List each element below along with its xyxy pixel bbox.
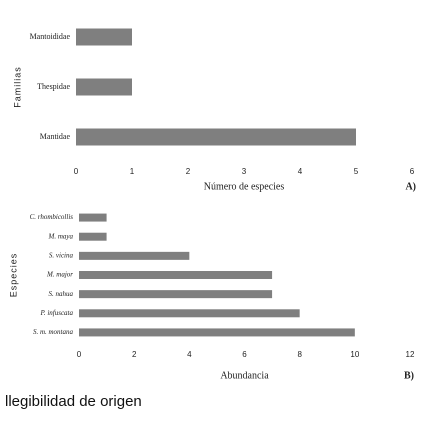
x-tick-label: 0: [74, 167, 79, 176]
category-label: C. rhombicollis: [30, 213, 74, 221]
category-label: M. major: [46, 271, 73, 279]
x-tick-label: 0: [77, 350, 82, 359]
x-tick-label: 2: [186, 167, 191, 176]
bar: [76, 128, 356, 146]
category-label: S. vicina: [49, 251, 74, 259]
x-axis-label: Número de especies: [204, 181, 285, 192]
category-label: S. nahua: [49, 290, 74, 298]
x-tick-label: 3: [242, 167, 247, 176]
panel-label: A): [405, 181, 416, 192]
x-tick-label: 8: [297, 350, 302, 359]
bar: [79, 251, 190, 260]
x-tick-label: 4: [187, 350, 192, 359]
y-axis-label: Especies: [8, 253, 18, 298]
category-label: M. maya: [48, 232, 74, 240]
x-tick-label: 4: [298, 167, 303, 176]
x-tick-label: 5: [354, 167, 359, 176]
category-label: Mantidae: [40, 132, 71, 141]
bar: [79, 290, 273, 299]
bar: [79, 328, 355, 337]
x-tick-label: 6: [410, 167, 415, 176]
x-tick-label: 1: [130, 167, 135, 176]
bar: [79, 309, 300, 318]
category-label: Thespidae: [37, 82, 70, 91]
x-tick-label: 6: [242, 350, 247, 359]
y-axis-label: Familias: [12, 66, 22, 108]
x-tick-label: 10: [350, 350, 359, 359]
caption: llegibilidad de origen: [5, 393, 142, 410]
panel-label: B): [404, 370, 414, 381]
category-label: S. m. montana: [33, 328, 74, 336]
x-axis-label: Abundancia: [220, 370, 269, 381]
x-tick-label: 2: [132, 350, 137, 359]
bar: [79, 213, 107, 222]
x-tick-label: 12: [406, 350, 415, 359]
bar: [76, 78, 132, 96]
bar: [79, 271, 273, 279]
bar: [76, 28, 132, 46]
bar: [79, 232, 107, 241]
category-label: Mantoididae: [30, 32, 71, 41]
category-label: P. infuscata: [39, 309, 73, 317]
